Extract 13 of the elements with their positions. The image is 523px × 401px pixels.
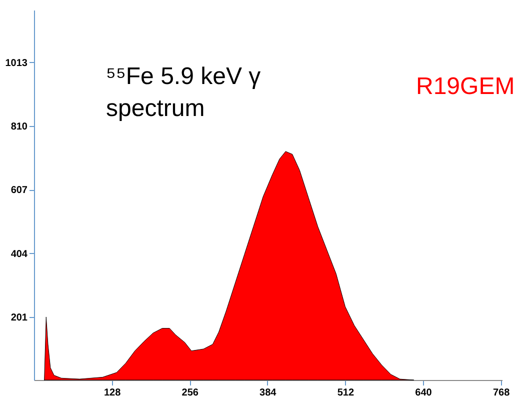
y-tick-label: 201 xyxy=(10,312,28,324)
x-tick-label: 768 xyxy=(492,388,510,398)
annotation: R19GEM xyxy=(416,73,515,100)
annotation: ⁵⁵Fe 5.9 keV γ spectrum xyxy=(106,63,261,122)
y-tick-label: 607 xyxy=(10,185,28,196)
y-tick-label: 404 xyxy=(10,248,28,260)
x-tick-label: 640 xyxy=(415,388,432,398)
x-tick-label: 512 xyxy=(337,388,354,398)
x-tick-label: 256 xyxy=(182,388,199,398)
y-tick-label: 810 xyxy=(10,122,28,133)
x-tick-label: 384 xyxy=(260,388,277,398)
x-tick-label: 128 xyxy=(104,388,122,398)
y-tick-label: 1013 xyxy=(5,58,28,69)
